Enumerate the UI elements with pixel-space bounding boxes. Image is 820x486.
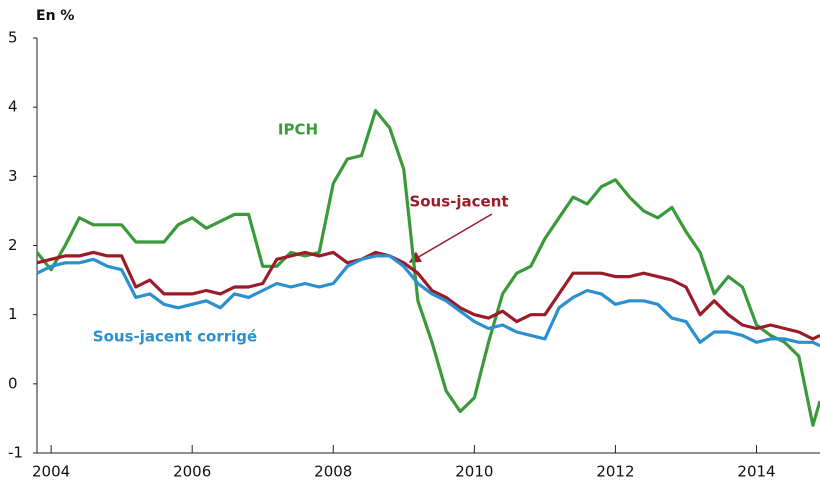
y-tick-label: 0 xyxy=(8,374,18,392)
annotation-arrow xyxy=(408,213,493,263)
y-tick-label: 4 xyxy=(8,98,18,116)
x-tick-label: 2008 xyxy=(314,463,352,481)
series-label: IPCH xyxy=(278,121,318,139)
series-label: Sous-jacent corrigé xyxy=(93,328,257,346)
y-tick-label: 2 xyxy=(8,236,18,254)
x-tick-label: 2012 xyxy=(596,463,634,481)
y-tick-label: 1 xyxy=(8,305,18,323)
series-line xyxy=(36,254,820,348)
y-tick-label: -1 xyxy=(8,444,23,462)
x-tick-label: 2014 xyxy=(737,463,775,481)
x-tick-label: 2010 xyxy=(455,463,493,481)
series-label: Sous-jacent xyxy=(409,193,508,211)
series-line xyxy=(36,250,820,341)
y-axis-label: En % xyxy=(36,8,74,24)
x-tick-label: 2006 xyxy=(173,463,211,481)
y-tick-label: 3 xyxy=(8,167,18,185)
y-tick-label: 5 xyxy=(8,29,18,47)
x-tick-label: 2004 xyxy=(32,463,70,481)
series-line xyxy=(35,109,820,427)
